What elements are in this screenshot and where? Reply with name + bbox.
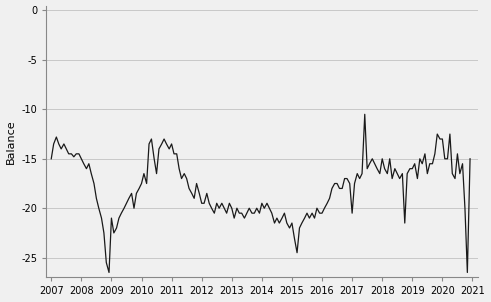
Y-axis label: Balance: Balance	[5, 119, 16, 164]
